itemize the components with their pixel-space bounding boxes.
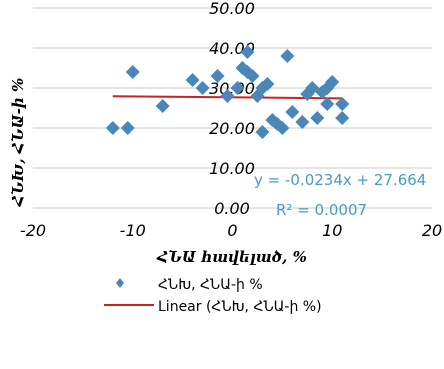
legend-entry-series: ՀՆԽ, ՀՆԱ-ի %: [158, 277, 263, 293]
data-point-12: [245, 69, 260, 83]
data-point-19: [275, 121, 290, 135]
data-point-16: [260, 77, 275, 91]
y-tick-label-0: 0.00: [214, 199, 250, 218]
data-point-10: [240, 45, 255, 59]
data-point-22: [295, 115, 310, 129]
x-tick-label-1: -10: [120, 221, 146, 240]
y-tick-label-5: 50.00: [209, 0, 255, 18]
x-tick-label-3: 10: [322, 221, 342, 240]
data-point-0: [105, 121, 120, 135]
x-tick-labels: -20 -10 0 10 20: [20, 221, 442, 240]
data-point-4: [185, 73, 200, 87]
x-tick-label-2: 0: [227, 221, 237, 240]
data-points: [105, 45, 350, 139]
grid-lines: [33, 7, 432, 209]
y-tick-label-2: 20.00: [209, 119, 255, 138]
data-point-29: [325, 75, 340, 89]
legend-entry-trend: Linear (ՀՆԽ, ՀՆԱ-ի %): [158, 299, 322, 315]
data-point-5: [195, 81, 210, 95]
data-point-30: [335, 97, 350, 111]
x-tick-label-4: 20: [422, 221, 442, 240]
trendline-equation: y = -0.0234x + 27.664: [254, 171, 426, 189]
x-tick-label-0: -20: [20, 221, 46, 240]
data-point-27: [320, 97, 335, 111]
x-axis-title: ՀՆԱ հավելած, %: [156, 248, 307, 266]
y-axis-title: ՀՆԽ, ՀՆԱ-ի %: [9, 78, 27, 207]
data-point-21: [285, 105, 300, 119]
data-point-15: [255, 125, 270, 139]
data-point-1: [120, 121, 135, 135]
y-tick-label-1: 10.00: [209, 159, 255, 178]
data-point-20: [280, 49, 295, 63]
legend-marker-diamond: [116, 278, 124, 288]
data-point-8: [230, 81, 245, 95]
data-point-3: [155, 99, 170, 113]
data-point-7: [220, 89, 235, 103]
data-point-31: [335, 111, 350, 125]
data-point-2: [125, 65, 140, 79]
data-point-25: [310, 111, 325, 125]
legend: ՀՆԽ, ՀՆԱ-ի % Linear (ՀՆԽ, ՀՆԱ-ի %): [104, 277, 322, 315]
data-point-6: [210, 69, 225, 83]
trendline-r-squared: R² = 0.0007: [276, 201, 367, 219]
